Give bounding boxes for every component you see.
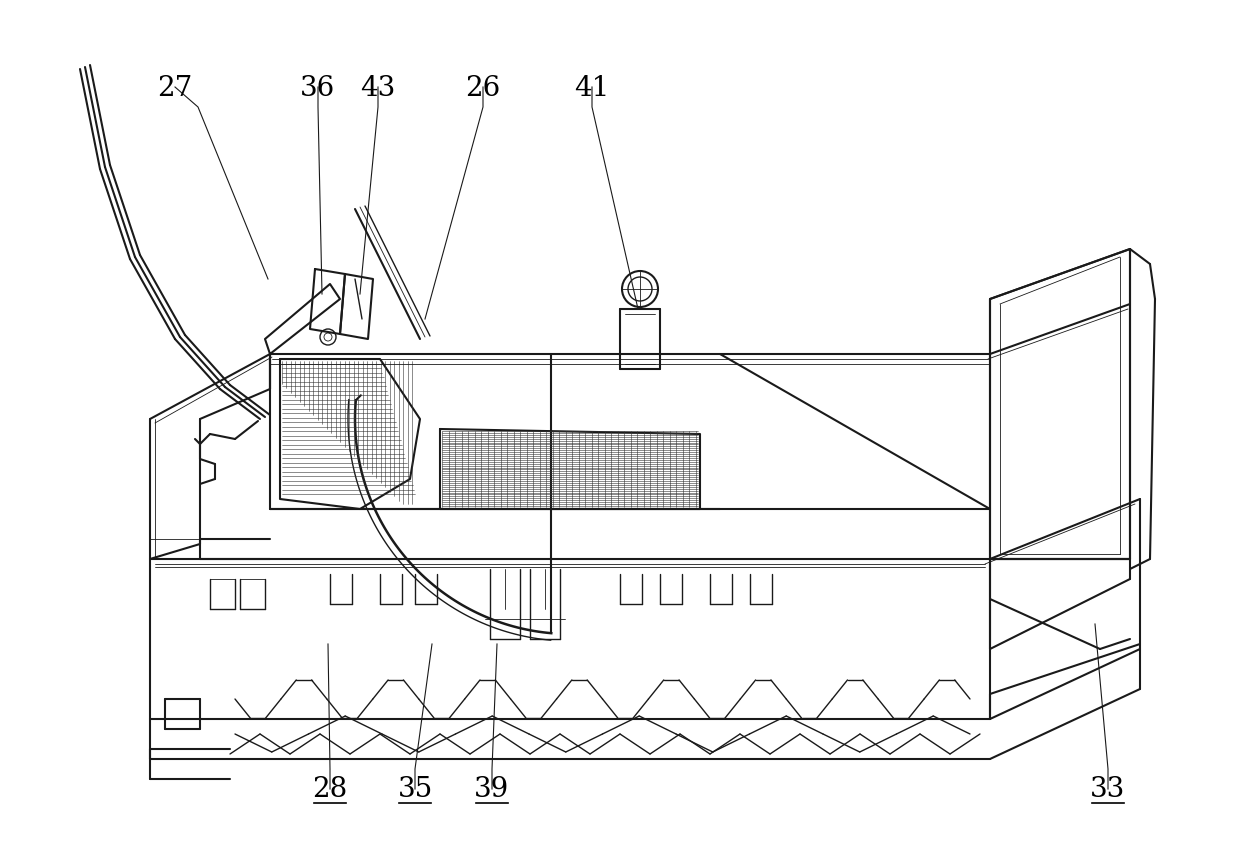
Text: 33: 33 [1090, 776, 1126, 803]
Text: 28: 28 [312, 776, 347, 803]
Text: 41: 41 [574, 74, 610, 101]
Text: 26: 26 [465, 74, 501, 101]
Text: 27: 27 [157, 74, 192, 101]
Text: 39: 39 [475, 776, 510, 803]
Text: 35: 35 [397, 776, 433, 803]
Text: 43: 43 [361, 74, 396, 101]
Text: 36: 36 [300, 74, 336, 101]
